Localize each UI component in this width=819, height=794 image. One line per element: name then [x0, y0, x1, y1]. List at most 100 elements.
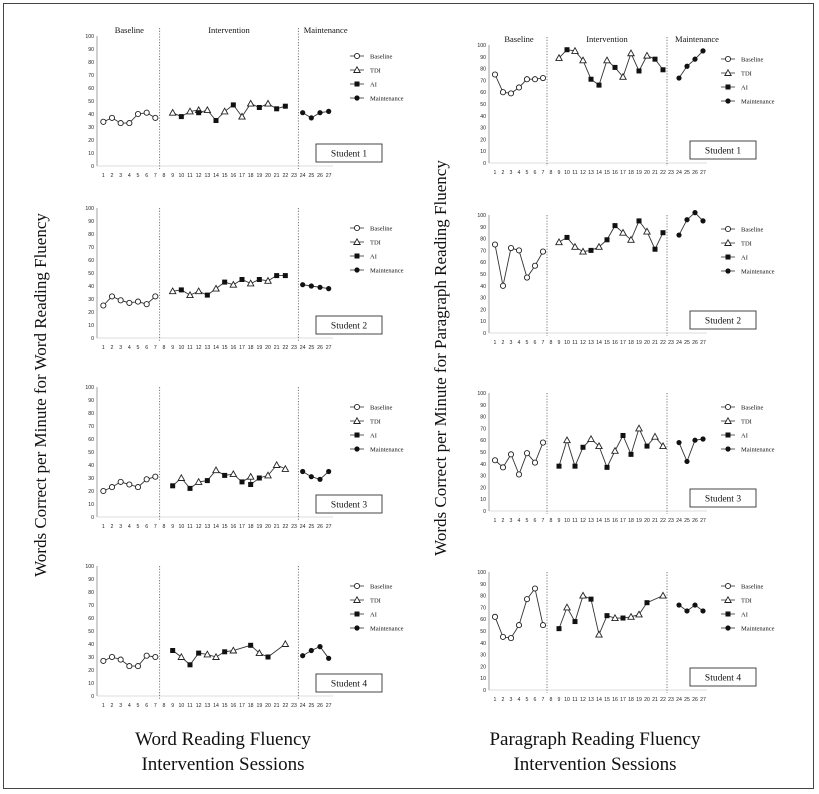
baseline-point	[126, 299, 133, 306]
x-tick-label: 19	[636, 697, 642, 703]
x-tick-label: 26	[692, 340, 698, 346]
x-tick-label: 18	[628, 697, 634, 703]
y-tick-label: 100	[85, 206, 94, 212]
x-tick-label: 17	[620, 697, 626, 703]
legend-label: TDI	[741, 419, 752, 426]
y-tick-label: 70	[88, 73, 94, 79]
legend-marker	[725, 446, 731, 452]
x-tick-label: 20	[644, 697, 650, 703]
x-tick-label: 27	[700, 170, 706, 176]
tdi-point	[212, 652, 220, 660]
tdi-point	[563, 436, 571, 444]
legend-label: TDI	[741, 598, 752, 605]
x-tick-label: 14	[596, 697, 602, 703]
x-tick-label: 24	[300, 703, 306, 709]
x-tick-label: 4	[128, 173, 131, 179]
y-tick-label: 20	[480, 137, 486, 143]
x-tick-label: 12	[196, 703, 202, 709]
baseline-point	[134, 484, 142, 491]
ai-point	[588, 596, 594, 602]
x-tick-label: 11	[187, 173, 192, 179]
tdi-point	[595, 630, 603, 638]
legend-marker	[725, 625, 731, 631]
x-tick-label: 5	[137, 345, 140, 351]
y-tick-label: 60	[480, 90, 486, 96]
y-tick-label: 70	[480, 248, 486, 254]
tdi-point	[186, 290, 194, 299]
baseline-point	[539, 622, 547, 629]
baseline-point	[126, 120, 133, 127]
baseline-point	[523, 274, 531, 281]
legend-marker	[353, 65, 361, 73]
tdi-point	[579, 591, 587, 599]
x-tick-label: 10	[178, 703, 184, 709]
y-tick-label: 40	[88, 112, 94, 118]
x-tick-label: 5	[137, 173, 140, 179]
baseline-point	[108, 293, 116, 300]
baseline-point	[531, 262, 539, 269]
tdi-point	[177, 652, 186, 660]
x-tick-label: 10	[178, 345, 184, 351]
x-tick-label: 21	[652, 170, 658, 176]
ai-point	[222, 649, 228, 655]
y-tick-label: 30	[88, 655, 94, 661]
y-tick-label: 60	[480, 617, 486, 623]
legend-marker	[725, 84, 731, 90]
x-tick-label: 11	[572, 697, 577, 703]
legend-marker	[725, 268, 731, 274]
x-tick-label: 5	[137, 524, 140, 530]
legend-label: Baseline	[370, 226, 392, 233]
x-tick-label: 19	[256, 345, 262, 351]
legend-label: AI	[741, 612, 748, 619]
student-box	[315, 673, 383, 693]
x-tick-label: 6	[534, 518, 537, 524]
maintenance-line	[678, 438, 704, 463]
ai-point	[572, 463, 578, 469]
baseline-point	[117, 656, 124, 663]
y-tick-label: 80	[480, 67, 486, 73]
tdi-point	[571, 242, 579, 250]
maintenance-point	[692, 437, 698, 443]
tdi-point	[281, 639, 290, 647]
x-tick-label: 6	[145, 524, 148, 530]
legend-label: AI	[370, 612, 377, 619]
legend-marker	[724, 416, 732, 424]
y-tick-label: 30	[480, 126, 486, 132]
tdi-point	[264, 471, 272, 479]
x-tick-label: 3	[510, 518, 513, 524]
legend-label: AI	[370, 82, 377, 89]
tdi-point	[194, 477, 203, 485]
x-tick-label: 24	[676, 697, 682, 703]
x-tick-label: 24	[676, 170, 682, 176]
baseline-point	[507, 90, 515, 97]
x-tick-label: 2	[111, 173, 114, 179]
x-tick-label: 14	[213, 524, 219, 530]
maintenance-point	[317, 644, 323, 650]
tdi-point	[177, 473, 186, 481]
ai-point	[596, 82, 602, 88]
y-tick-label: 60	[480, 260, 486, 266]
legend-marker	[353, 595, 361, 603]
x-tick-label: 12	[580, 340, 586, 346]
y-tick-label: 100	[85, 385, 94, 391]
x-tick-label: 2	[502, 340, 505, 346]
y-tick-label: 40	[88, 642, 94, 648]
baseline-point	[491, 71, 499, 78]
tdi-point	[272, 460, 281, 468]
x-tick-label: 20	[644, 518, 650, 524]
baseline-point	[100, 302, 107, 309]
student-box	[315, 143, 383, 163]
right-ylabel: Words Correct per Minute for Paragraph R…	[431, 160, 450, 556]
tdi-point	[611, 446, 619, 454]
x-tick-label: 1	[102, 345, 105, 351]
x-tick-label: 17	[239, 524, 245, 530]
tdi-point	[635, 424, 643, 432]
baseline-point	[152, 473, 159, 480]
baseline-point	[499, 282, 507, 289]
baseline-point	[100, 118, 107, 125]
legend-label: Maintenance	[370, 268, 404, 275]
baseline-point	[531, 76, 539, 83]
